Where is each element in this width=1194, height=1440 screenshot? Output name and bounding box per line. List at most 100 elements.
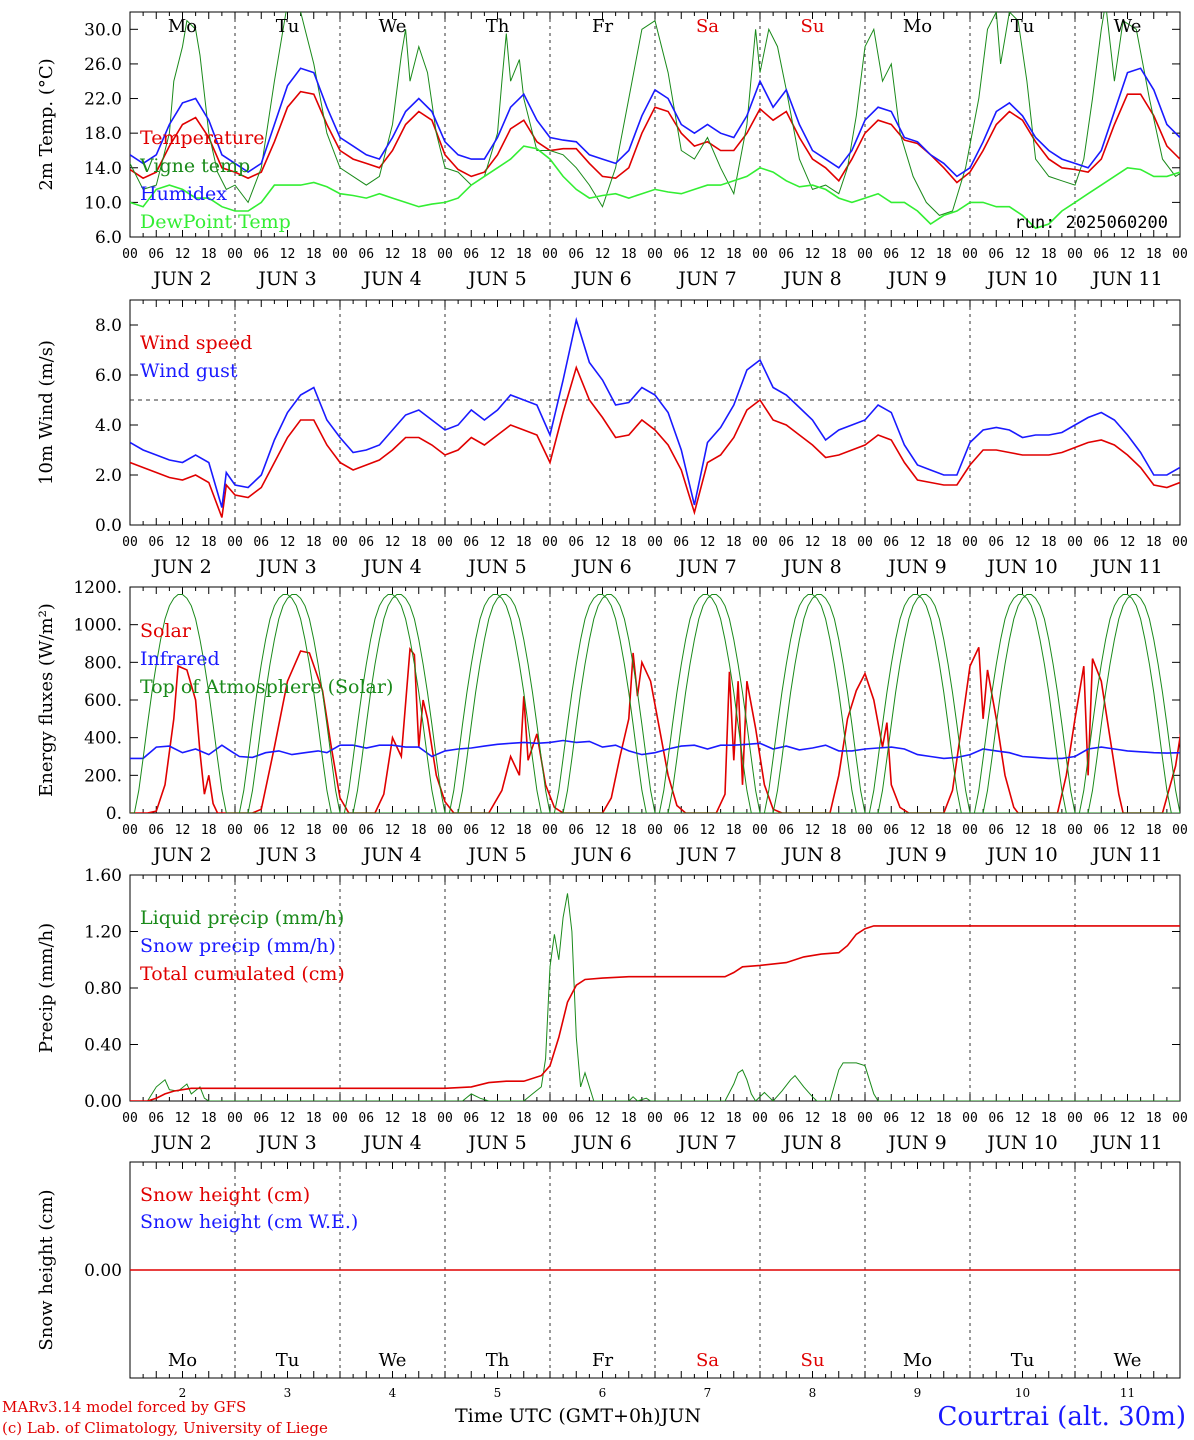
day-label: JUN 8: [781, 556, 841, 578]
hour-tick-label: 12: [1120, 535, 1136, 550]
y-tick-label: 18.0: [84, 124, 122, 144]
hour-tick-label: 00: [962, 823, 978, 838]
hour-tick-label: 12: [910, 1111, 926, 1126]
series-line-wind-gust: [130, 316, 1180, 508]
y-tick-label: 1.60: [84, 866, 122, 886]
hour-tick-label: 12: [280, 1111, 296, 1126]
day-number-label: 4: [389, 1386, 397, 1400]
hour-tick-label: 06: [778, 823, 794, 838]
hour-tick-label: 00: [1067, 1111, 1083, 1126]
weekday-label: We: [379, 1350, 407, 1371]
hour-tick-label: 12: [805, 535, 821, 550]
day-label: JUN 7: [676, 844, 736, 866]
hour-tick-label: 06: [778, 535, 794, 550]
y-tick-label: 0.80: [84, 979, 122, 999]
y-tick-label: 0.00: [84, 1092, 122, 1112]
hour-tick-label: 18: [306, 535, 322, 550]
hour-tick-label: 12: [700, 823, 716, 838]
day-label: JUN 6: [571, 844, 631, 866]
day-label: JUN 9: [886, 556, 946, 578]
hour-tick-label: 00: [752, 247, 768, 262]
hour-tick-label: 12: [1120, 247, 1136, 262]
hour-tick-label: 12: [1015, 535, 1031, 550]
hour-tick-label: 18: [831, 535, 847, 550]
series-line-liquid-precip-mm-h-: [130, 893, 1180, 1101]
hour-tick-label: 18: [1041, 247, 1057, 262]
hour-tick-label: 06: [253, 535, 269, 550]
hour-tick-label: 12: [805, 1111, 821, 1126]
hour-tick-label: 12: [910, 823, 926, 838]
day-label: JUN 6: [571, 556, 631, 578]
hour-tick-label: 12: [1120, 1111, 1136, 1126]
hour-tick-label: 18: [726, 823, 742, 838]
hour-tick-label: 18: [516, 823, 532, 838]
day-label: JUN 10: [985, 1132, 1057, 1154]
hour-tick-label: 18: [726, 247, 742, 262]
hour-tick-label: 12: [1015, 247, 1031, 262]
hour-tick-label: 06: [253, 247, 269, 262]
y-tick-label: 0.0: [95, 516, 122, 536]
series-line-wind-speed: [130, 365, 1180, 518]
hour-tick-label: 18: [936, 1111, 952, 1126]
weekday-label: Th: [486, 1350, 510, 1371]
day-label: JUN 4: [361, 844, 421, 866]
day-label: JUN 3: [256, 268, 316, 290]
hour-tick-label: 00: [542, 1111, 558, 1126]
hour-tick-label: 12: [595, 823, 611, 838]
model-credit: MARv3.14 model forced by GFS: [2, 1398, 247, 1416]
series-line-dewpoint-temp: [130, 145, 1180, 230]
hour-tick-label: 06: [568, 535, 584, 550]
hour-tick-label: 18: [411, 247, 427, 262]
y-tick-label: 30.0: [84, 20, 122, 40]
day-number-label: 11: [1120, 1386, 1135, 1400]
series-line-total-cumulated-cm-: [130, 925, 1180, 1101]
y-axis-label: 2m Temp. (°C): [36, 58, 57, 190]
x-axis-title: Time UTC (GMT+0h): [455, 1405, 661, 1427]
legend-entry: Temperature: [140, 127, 264, 149]
hour-tick-label: 12: [490, 823, 506, 838]
hour-tick-label: 18: [201, 823, 217, 838]
hour-tick-label: 00: [542, 823, 558, 838]
hour-tick-label: 18: [1146, 1111, 1162, 1126]
hour-tick-label: 00: [122, 1111, 138, 1126]
day-number-label: 6: [599, 1386, 607, 1400]
hour-tick-label: 06: [988, 1111, 1004, 1126]
hour-tick-label: 12: [280, 247, 296, 262]
hour-tick-label: 18: [411, 1111, 427, 1126]
y-tick-label: 0.: [106, 804, 122, 824]
hour-tick-label: 18: [516, 535, 532, 550]
hour-tick-label: 12: [1015, 1111, 1031, 1126]
weekday-label: Tu: [1011, 16, 1035, 37]
hour-tick-label: 06: [988, 247, 1004, 262]
weekday-label: Fr: [592, 16, 613, 37]
hour-tick-label: 06: [253, 823, 269, 838]
hour-tick-label: 12: [805, 823, 821, 838]
hour-tick-label: 00: [647, 823, 663, 838]
y-axis-label: Precip (mm/h): [36, 923, 57, 1053]
hour-tick-label: 12: [385, 823, 401, 838]
day-label: JUN 11: [1090, 844, 1162, 866]
panel-precip: 0.00 0.40 0.80 1.20 1.60 Precip (mm/h) Liquid …: [36, 866, 1188, 1154]
legend-entry: DewPoint Temp: [140, 211, 291, 233]
hour-tick-label: 18: [1146, 535, 1162, 550]
hour-tick-label: 06: [673, 535, 689, 550]
hour-tick-label: 18: [831, 823, 847, 838]
hour-tick-label: 00: [1067, 247, 1083, 262]
x-axis-label: Time UTC (GMT+0h)JUN: [455, 1405, 701, 1427]
weekday-label: Sa: [696, 1350, 719, 1371]
hour-tick-label: 18: [201, 247, 217, 262]
day-label: JUN 9: [886, 844, 946, 866]
day-label: JUN 10: [985, 844, 1057, 866]
hour-tick-label: 18: [831, 247, 847, 262]
station-name: Courtrai (alt. 30m): [937, 1402, 1187, 1432]
hour-tick-label: 00: [122, 247, 138, 262]
hour-tick-label: 06: [673, 247, 689, 262]
hour-tick-label: 00: [962, 247, 978, 262]
hour-tick-label: 18: [936, 535, 952, 550]
hour-tick-label: 00: [332, 535, 348, 550]
hour-tick-label: 06: [1093, 535, 1109, 550]
day-label: JUN 10: [985, 268, 1057, 290]
day-label: JUN 5: [466, 268, 526, 290]
day-number-label: 5: [494, 1386, 502, 1400]
hour-tick-label: 00: [857, 1111, 873, 1126]
